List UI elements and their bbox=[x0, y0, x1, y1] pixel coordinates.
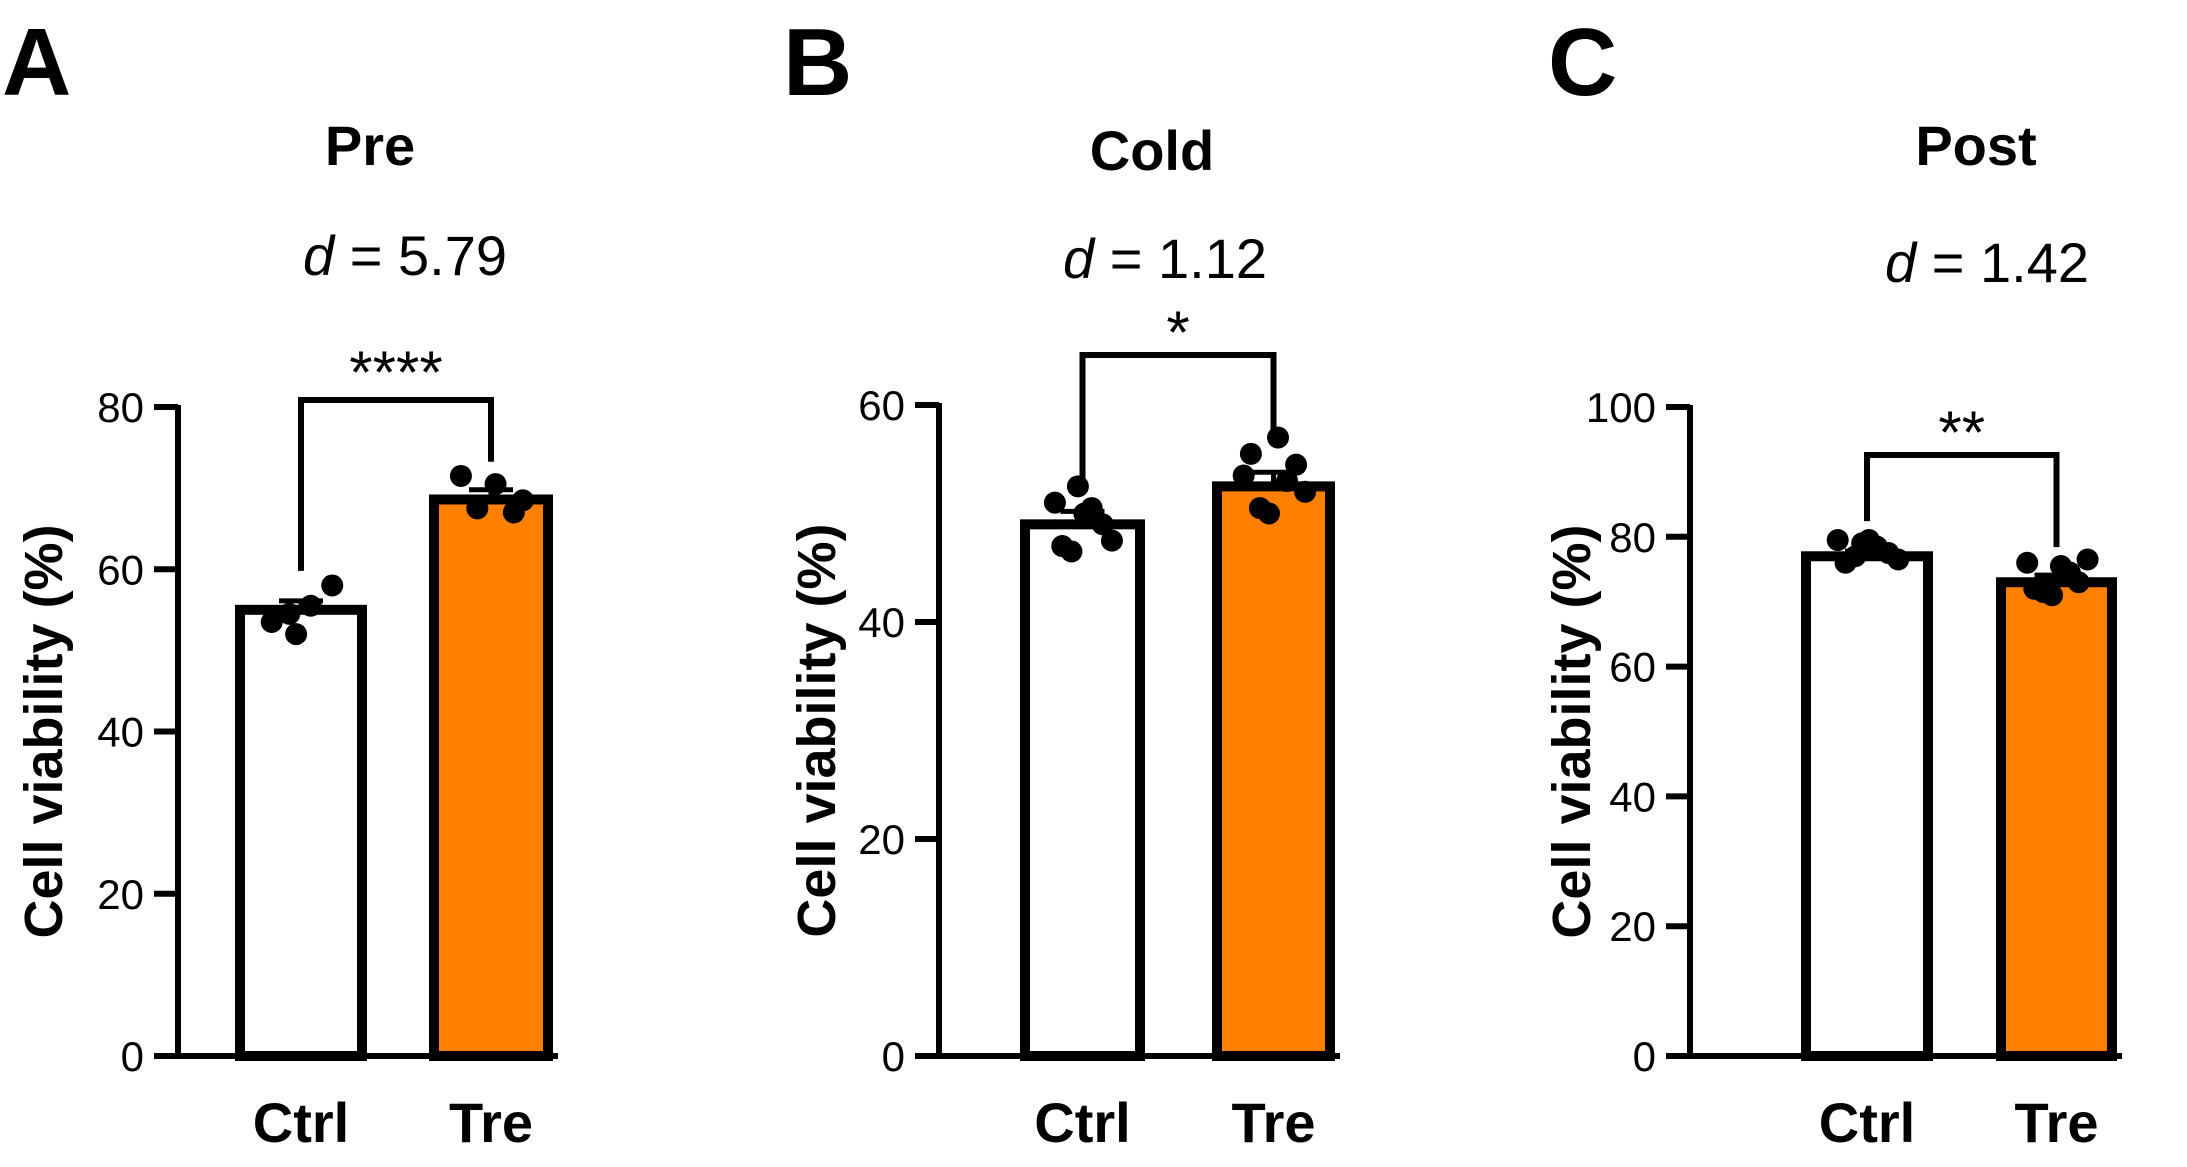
y-tick-label: 0 bbox=[1633, 1033, 1656, 1080]
effect-symbol: d bbox=[1063, 227, 1096, 290]
data-point bbox=[321, 574, 344, 597]
data-point bbox=[511, 489, 534, 512]
data-point bbox=[2023, 577, 2046, 600]
panel-c: C Post d = 1.42 Cell viability (%) 0 20 40 60 80… bbox=[1542, 9, 2122, 1154]
data-point bbox=[1294, 480, 1317, 503]
data-point bbox=[1066, 475, 1089, 498]
x-tick-label-tre: Tre bbox=[449, 1091, 533, 1154]
effect-size-label: d = 5.79 bbox=[303, 224, 507, 287]
panel-a: A Pre d = 5.79 Cell viability (%) 0 20 40 60 80 C… bbox=[2, 9, 558, 1154]
data-point bbox=[1857, 529, 1880, 552]
data-point bbox=[1826, 529, 1849, 552]
y-tick-label: 0 bbox=[882, 1033, 905, 1080]
data-point bbox=[1091, 513, 1114, 536]
data-point bbox=[449, 464, 472, 487]
bar-ctrl bbox=[235, 604, 367, 1061]
data-point bbox=[2041, 584, 2064, 607]
data-point bbox=[1285, 453, 1308, 476]
y-axis-label: Cell viability (%) bbox=[787, 523, 847, 937]
y-tick-label: 80 bbox=[1609, 514, 1656, 561]
bar-ctrl bbox=[1020, 519, 1145, 1061]
y-tick-label: 60 bbox=[97, 546, 144, 593]
data-point bbox=[285, 623, 308, 646]
data-point bbox=[1834, 551, 1857, 574]
x-tick-label-tre: Tre bbox=[1231, 1091, 1315, 1154]
y-tick-label: 100 bbox=[1586, 384, 1656, 431]
data-point bbox=[1257, 502, 1280, 525]
effect-symbol: d bbox=[303, 224, 336, 287]
x-tick-label-ctrl: Ctrl bbox=[1819, 1091, 1915, 1154]
data-point bbox=[299, 594, 322, 617]
y-tick-label: 60 bbox=[858, 382, 905, 429]
significance-bracket bbox=[298, 397, 494, 571]
y-axis-label: Cell viability (%) bbox=[1542, 524, 1602, 938]
y-tick-label: 20 bbox=[858, 816, 905, 863]
significance-bracket bbox=[1864, 452, 2060, 548]
data-point bbox=[1239, 442, 1262, 465]
y-tick-label: 60 bbox=[1609, 644, 1656, 691]
chart-title: Cold bbox=[1090, 119, 1214, 182]
effect-value: = 1.42 bbox=[1916, 231, 2089, 294]
effect-size-label: d = 1.42 bbox=[1885, 231, 2089, 294]
bar-tre bbox=[1212, 481, 1335, 1061]
bar-tre bbox=[1996, 577, 2117, 1061]
panel-letter: C bbox=[1548, 9, 1617, 116]
panel-letter: A bbox=[2, 9, 71, 116]
data-point bbox=[1276, 469, 1299, 492]
chart-title: Post bbox=[1915, 114, 2036, 177]
y-tick-label: 40 bbox=[97, 709, 144, 756]
data-point bbox=[278, 602, 301, 625]
data-point bbox=[2076, 548, 2099, 571]
data-point bbox=[2016, 551, 2039, 574]
x-tick-label-ctrl: Ctrl bbox=[253, 1091, 349, 1154]
chart-title: Pre bbox=[325, 114, 415, 177]
y-tick-label: 40 bbox=[858, 599, 905, 646]
data-point bbox=[1043, 491, 1066, 514]
x-tick-label-ctrl: Ctrl bbox=[1034, 1091, 1130, 1154]
panel-b: B Cold d = 1.12 Cell viability (%) 0 20 40 60 Ct… bbox=[783, 9, 1340, 1154]
data-point bbox=[1232, 464, 1255, 487]
significance-stars: ** bbox=[1938, 399, 1985, 466]
significance-stars: **** bbox=[349, 339, 442, 406]
data-point bbox=[1051, 535, 1074, 558]
x-tick-label-tre: Tre bbox=[2014, 1091, 2098, 1154]
y-tick-label: 0 bbox=[121, 1033, 144, 1080]
effect-symbol: d bbox=[1885, 231, 1918, 294]
y-tick-label: 20 bbox=[1609, 903, 1656, 950]
panel-letter: B bbox=[783, 9, 852, 116]
data-point bbox=[484, 473, 507, 496]
data-point bbox=[260, 610, 283, 633]
data-point bbox=[466, 497, 489, 520]
effect-value: = 1.12 bbox=[1094, 227, 1267, 290]
significance-bracket bbox=[1079, 352, 1277, 482]
data-point bbox=[1073, 502, 1096, 525]
y-tick-label: 80 bbox=[97, 384, 144, 431]
effect-size-label: d = 1.12 bbox=[1063, 227, 1267, 290]
y-tick-label: 20 bbox=[97, 871, 144, 918]
effect-value: = 5.79 bbox=[334, 224, 507, 287]
data-point bbox=[1877, 542, 1900, 565]
significance-stars: * bbox=[1166, 299, 1189, 366]
data-point bbox=[1267, 426, 1290, 449]
data-point bbox=[1100, 529, 1123, 552]
bar-ctrl bbox=[1801, 551, 1933, 1062]
y-tick-label: 40 bbox=[1609, 773, 1656, 820]
data-point bbox=[2058, 561, 2081, 584]
bar-tre bbox=[429, 494, 553, 1062]
y-axis-label: Cell viability (%) bbox=[14, 524, 74, 938]
